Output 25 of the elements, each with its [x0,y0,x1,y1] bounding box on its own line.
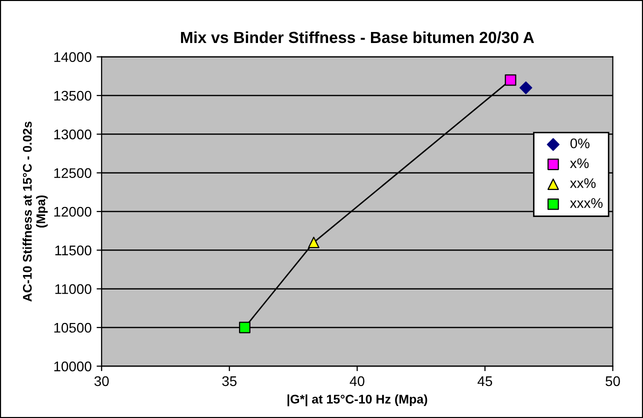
x-tick-label: 40 [350,376,364,386]
point [520,81,532,94]
x-tick-label: 30 [94,376,109,386]
legend-label: xxx% [570,198,603,208]
x-tick-label: 35 [222,376,237,386]
y-tick-label: 11500 [55,246,92,256]
point [308,236,320,248]
y-tick-label: 12000 [54,206,92,217]
y-tick-label: 12500 [54,168,92,178]
y-tick-label: 10000 [54,362,92,372]
legend-label: xx% [570,178,596,188]
point [504,74,516,86]
x-axis-title: |G*| at 15°C-10 Hz (Mpa) [288,394,428,406]
y-tick-label: 10500 [54,322,92,333]
x-tick-label: 50 [606,376,620,386]
point [239,322,250,334]
y-tick-label: 11000 [55,284,92,294]
y-axis-title: AC-10 Stiffness at 15°C - 0.02s (Mpa) [22,122,48,302]
legend-label: 0% [570,138,590,148]
y-tick-label: 13000 [54,130,92,140]
x-tick-label: 45 [478,376,492,386]
legend-label: x% [570,158,589,168]
y-tick-label: 14000 [54,52,92,62]
chart-title: Mix vs Binder Stiffness - Base bitumen 20/30 A [181,31,534,44]
y-tick-label: 13500 [54,90,92,101]
